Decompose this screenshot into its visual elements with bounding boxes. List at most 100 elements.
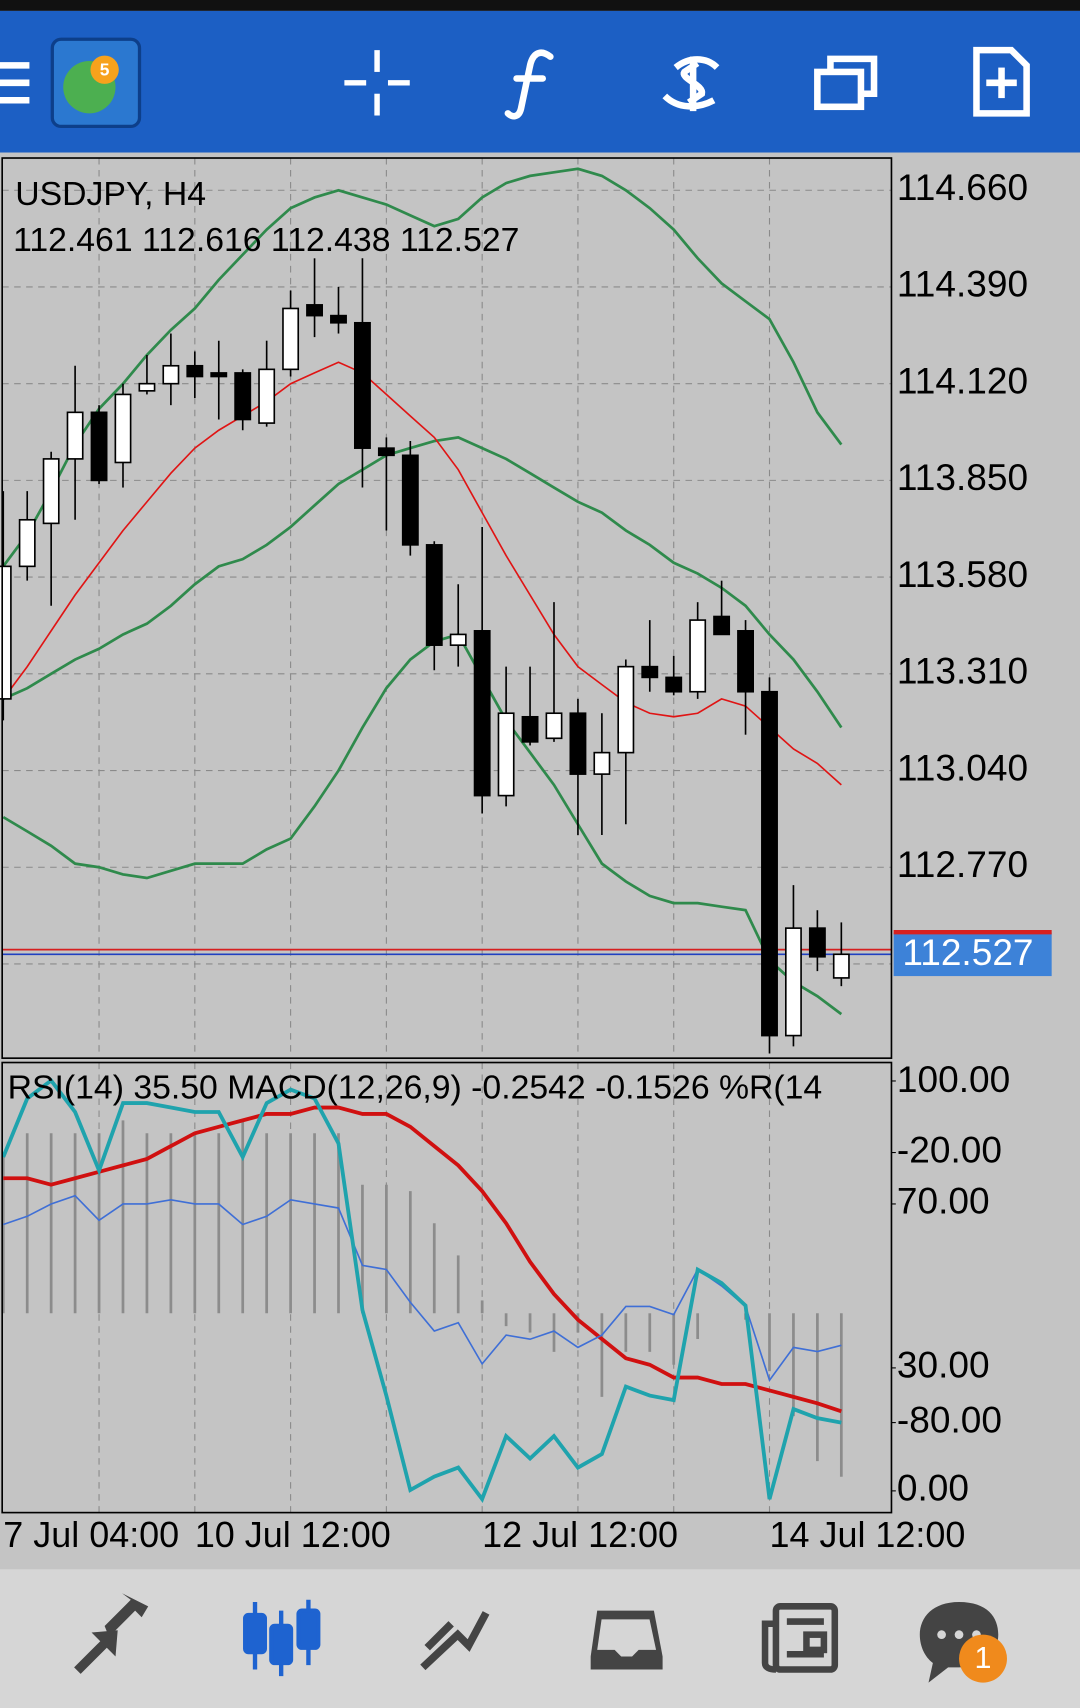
nav-icon <box>937 1630 946 1640</box>
nav-icon <box>104 1593 149 1637</box>
y-tick-label: 0.00 <box>897 1467 969 1509</box>
indicator-title: RSI(14) 35.50 MACD(12,26,9) -0.2542 -0.1… <box>8 1069 823 1107</box>
icon-stroke <box>662 93 716 110</box>
y-tick-label: 113.040 <box>897 746 1028 788</box>
y-tick-label: 112.770 <box>897 843 1028 885</box>
icon-stroke <box>814 68 865 111</box>
menu-button[interactable] <box>0 62 30 104</box>
x-tick-label: 10 Jul 12:00 <box>195 1514 391 1555</box>
chart-area <box>0 152 1080 1570</box>
price-panel-frame <box>1 157 893 1059</box>
candle-body <box>234 372 252 421</box>
candle-body <box>258 368 276 424</box>
status-bar <box>0 0 1080 11</box>
y-tick-label: -20.00 <box>897 1128 1002 1170</box>
candle-body <box>425 544 443 646</box>
nav-icon <box>243 1612 268 1655</box>
candle-body <box>210 372 228 378</box>
new-order-button[interactable] <box>973 46 1030 117</box>
y-tick-label: 114.390 <box>897 263 1028 305</box>
nav-badge: 1 <box>975 1641 992 1675</box>
nav-news[interactable] <box>761 1603 839 1673</box>
candle-body <box>90 411 108 482</box>
x-tick-label: 12 Jul 12:00 <box>482 1514 678 1555</box>
y-tick-label: -80.00 <box>897 1398 1002 1440</box>
candle-body <box>497 712 515 797</box>
nav-badge-bg <box>959 1634 1007 1683</box>
candle-body <box>138 382 156 392</box>
y-tick-label: 30.00 <box>897 1344 990 1386</box>
candle-body <box>593 751 611 775</box>
candle-body <box>377 447 395 457</box>
candle-body <box>306 304 323 317</box>
y-tick-label: 114.660 <box>897 166 1028 208</box>
app-icon[interactable]: 5 <box>50 37 142 129</box>
nav-chart[interactable] <box>243 1599 321 1677</box>
candle-body <box>641 665 659 679</box>
candle-body <box>665 676 683 693</box>
candle-body <box>401 454 419 546</box>
overlay-line <box>2 361 842 786</box>
candle-body <box>449 633 467 646</box>
nav-icon <box>954 1630 964 1640</box>
candle-body <box>42 458 60 525</box>
icon-stroke <box>673 56 720 71</box>
plot: 7 Jul 04:00 10 Jul 12:00 12 Jul 12:00 14 Ju… <box>0 158 1052 1555</box>
candle-body <box>713 615 731 636</box>
y-tick-label: 114.120 <box>897 359 1028 401</box>
nav-icon <box>597 1619 657 1657</box>
windows-button[interactable] <box>814 55 878 111</box>
candle-body <box>353 321 371 449</box>
nav-history[interactable] <box>590 1610 663 1670</box>
candle-body <box>114 393 132 464</box>
candle-body <box>66 411 84 460</box>
icon-stroke <box>680 56 706 112</box>
app-icon-dot <box>90 55 119 84</box>
price-tag-bg <box>893 932 1052 977</box>
nav-icon <box>74 1630 118 1674</box>
y-tick-label: 113.580 <box>897 553 1028 595</box>
williams-r-line <box>1 1077 842 1503</box>
overlay-line <box>2 436 843 729</box>
bottom-nav <box>0 1569 1080 1708</box>
nav-chat[interactable]: 1 <box>919 1601 1007 1683</box>
candle-body <box>186 364 204 378</box>
x-tick-label: 7 Jul 04:00 <box>3 1514 179 1555</box>
nav-icon <box>772 1603 839 1673</box>
crosshair-button[interactable] <box>344 50 410 116</box>
candle-body <box>689 619 707 693</box>
price-tag: 112.527 <box>902 931 1033 973</box>
candle-body <box>617 665 635 754</box>
candle-body <box>808 927 826 958</box>
app-icon-badge: 5 <box>100 59 110 79</box>
overlay-line <box>2 632 843 1016</box>
candle-body <box>832 953 850 979</box>
candle-body <box>521 715 539 743</box>
nav-trade[interactable] <box>420 1611 490 1671</box>
macd-signal <box>3 1105 842 1414</box>
candle-body <box>18 518 36 568</box>
candle-body <box>282 307 300 371</box>
candle-body <box>473 630 491 797</box>
y-tick-label: 113.310 <box>897 650 1028 692</box>
nav-icon <box>269 1623 294 1666</box>
nav-icon <box>803 1631 828 1654</box>
candle-body <box>737 630 754 693</box>
overlay-line <box>2 167 843 568</box>
candle-body <box>761 690 778 1037</box>
nav-icon <box>761 1620 777 1673</box>
y-tick-label: 100.00 <box>897 1058 1010 1100</box>
candle-body <box>569 712 587 775</box>
nav-icon <box>296 1608 321 1650</box>
nav-icon <box>424 1621 454 1651</box>
x-tick-label: 14 Jul 12:00 <box>769 1514 965 1555</box>
indicators-button[interactable] <box>504 49 554 120</box>
chart-subtitle: 112.461 112.616 112.438 112.527 <box>13 221 519 259</box>
indicator-panel-frame <box>1 1061 893 1514</box>
trade-button[interactable] <box>662 56 720 112</box>
candle-body <box>162 364 180 385</box>
nav-quotes[interactable] <box>74 1593 149 1674</box>
y-tick-label: 70.00 <box>897 1180 990 1222</box>
